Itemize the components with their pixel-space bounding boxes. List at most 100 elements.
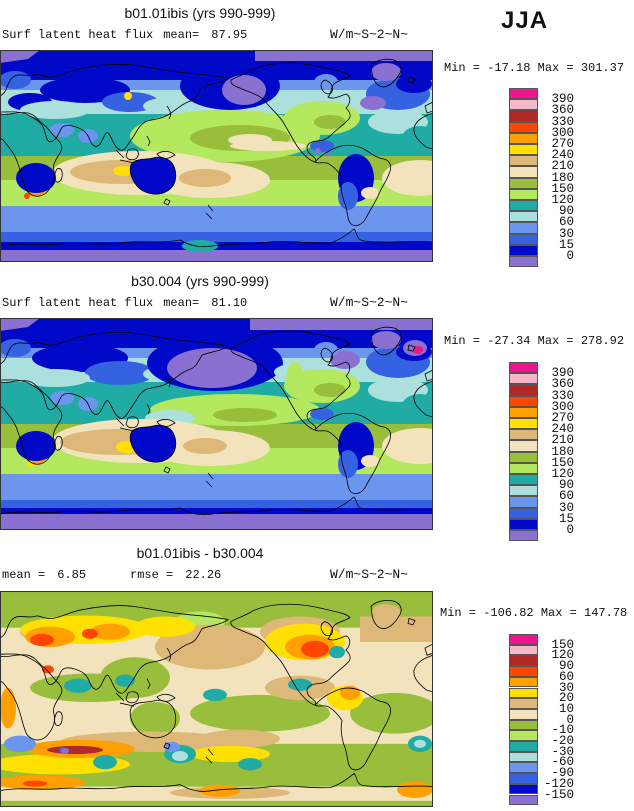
- legend-swatch: [509, 507, 538, 519]
- panel-2-mean-label: mean=: [163, 296, 200, 310]
- legend-swatch: [509, 211, 538, 223]
- legend-swatch: [509, 518, 538, 530]
- panel-1-minmax: Min = -17.18 Max = 301.37: [444, 61, 625, 75]
- panel-3-rmse-label: rmse =: [130, 568, 174, 582]
- legend-label: 180: [551, 444, 574, 459]
- legend-label: -60: [551, 755, 574, 770]
- legend-label: 150: [551, 181, 574, 196]
- legend-label: 15: [558, 237, 574, 252]
- legend-label: 30: [558, 680, 574, 695]
- legend-label: -20: [551, 734, 574, 748]
- heat-flux-map-b30: [0, 318, 433, 530]
- legend-label: 330: [551, 388, 574, 403]
- legend-label: 240: [551, 422, 574, 437]
- legend-swatch: [509, 530, 538, 542]
- heat-flux-difference-map: [0, 591, 433, 807]
- legend-swatch: [509, 188, 538, 200]
- legend-swatch: [509, 687, 538, 699]
- legend-label: 60: [558, 489, 574, 504]
- legend-label: 150: [551, 455, 574, 470]
- legend-label: 300: [551, 125, 574, 140]
- panel-3-mean-value: 6.85: [57, 568, 87, 582]
- legend-swatch: [509, 166, 538, 178]
- legend-swatch: [509, 155, 538, 167]
- panel-2-title: b30.004 (yrs 990-999): [131, 273, 269, 289]
- panel-3-stats: mean = 6.85 rmse = 22.26: [2, 568, 221, 582]
- panel-2-mean-value: 81.10: [211, 296, 248, 310]
- panel-3-minmax: Min = -106.82 Max = 147.78: [440, 606, 628, 620]
- legend-label: 360: [551, 377, 574, 392]
- legend-label: 30: [558, 500, 574, 515]
- legend-swatch: [509, 666, 538, 677]
- legend-label: 390: [551, 366, 574, 381]
- legend-label: 360: [551, 103, 574, 118]
- legend-swatch: [509, 177, 538, 189]
- legend-swatch: [509, 730, 538, 741]
- legend-swatch: [509, 698, 538, 709]
- legend-swatch: [509, 719, 538, 731]
- legend-swatch: [509, 474, 538, 486]
- legend-swatch: [509, 485, 538, 497]
- legend-swatch: [509, 121, 538, 133]
- legend-swatch: [509, 256, 538, 268]
- legend-swatch: [509, 773, 538, 784]
- legend-label: 210: [551, 159, 574, 174]
- legend-label: 15: [558, 511, 574, 526]
- legend-label: 300: [551, 399, 574, 414]
- panel-2-var-label: Surf latent heat flux: [2, 296, 154, 310]
- legend-swatch: [509, 708, 538, 720]
- legend-label: 270: [551, 137, 574, 151]
- legend-swatch: [509, 751, 538, 763]
- legend-label: -90: [551, 766, 574, 781]
- legend-swatch: [509, 655, 538, 667]
- panel-1-title: b01.01ibis (yrs 990-999): [124, 5, 276, 21]
- legend-label: 270: [551, 411, 574, 425]
- legend-swatch: [509, 794, 538, 806]
- panel-2-minmax: Min = -27.34 Max = 278.92: [444, 334, 625, 348]
- panel-3-mean-label: mean =: [2, 568, 46, 582]
- legend-label: 330: [551, 114, 574, 129]
- panel-2-colorbar: 390 360 330 300 270 240 210 180 150 120 90 60 30 15 0: [509, 362, 575, 542]
- legend-label: 120: [551, 193, 574, 207]
- legend-swatch: [509, 451, 538, 463]
- legend-label: 0: [566, 249, 574, 263]
- legend-label: -120: [543, 776, 574, 791]
- panel-2-subtitle: Surf latent heat flux mean= 81.10: [2, 296, 247, 310]
- legend-swatch: [509, 762, 538, 774]
- legend-swatch: [509, 783, 538, 795]
- season-label: JJA: [501, 7, 549, 34]
- legend-label: 240: [551, 148, 574, 163]
- legend-swatch: [509, 395, 538, 407]
- panel-1-colorbar: 390 360 330 300 270 240 210 180 150 120 90 60 30 15 0: [509, 88, 575, 268]
- panel-1-mean-label: mean=: [163, 28, 200, 42]
- legend-label: -150: [543, 787, 574, 802]
- panel-2-units: W/m~S~2~N~: [330, 295, 409, 310]
- legend-swatch: [509, 233, 538, 245]
- panel-1-subtitle: Surf latent heat flux mean= 87.95: [2, 28, 247, 42]
- panel-1-units: W/m~S~2~N~: [330, 27, 409, 42]
- panel-3-units: W/m~S~2~N~: [330, 567, 409, 582]
- legend-swatch: [509, 676, 538, 688]
- panel-3-colorbar: 150 120 90 60 30 20 10 0 -10 -20 -30 -60 -90 -120 -150: [509, 634, 575, 806]
- panel-3-rmse-value: 22.26: [185, 568, 222, 582]
- legend-label: 0: [566, 523, 574, 537]
- legend-swatch: [509, 462, 538, 474]
- legend-label: 180: [551, 170, 574, 185]
- legend-label: 60: [558, 669, 574, 684]
- legend-swatch: [509, 384, 538, 396]
- legend-swatch: [509, 644, 538, 656]
- legend-swatch: [509, 110, 538, 122]
- legend-swatch: [509, 222, 538, 234]
- legend-swatch: [509, 496, 538, 508]
- legend-label: 10: [558, 701, 574, 716]
- legend-label: 20: [558, 691, 574, 706]
- legend-label: 0: [566, 712, 574, 727]
- legend-swatch: [509, 406, 538, 418]
- legend-swatch: [509, 362, 538, 374]
- legend-swatch: [509, 88, 538, 100]
- legend-swatch: [509, 440, 538, 452]
- legend-label: 30: [558, 226, 574, 241]
- legend-swatch: [509, 741, 538, 752]
- legend-label: 210: [551, 433, 574, 448]
